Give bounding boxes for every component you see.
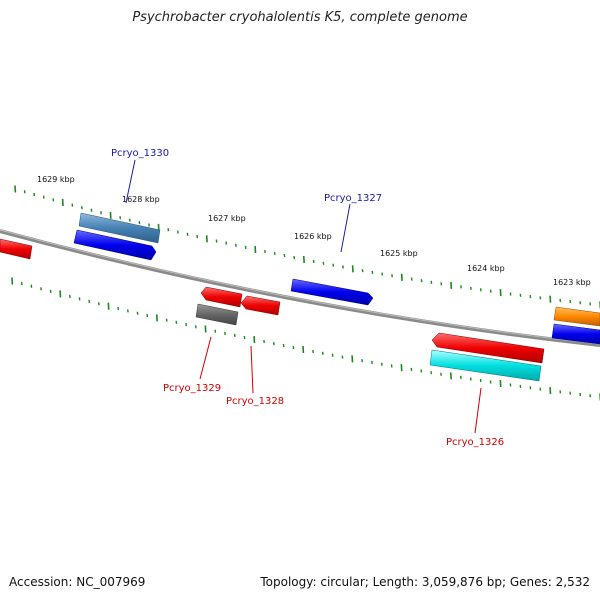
gene-pcryo-1327[interactable] [290, 278, 374, 306]
accession-text: Accession: NC_007969 [9, 575, 146, 589]
gene-feature-red-long[interactable] [431, 332, 545, 364]
gene-pcryo-1329[interactable] [195, 303, 239, 326]
gene-feature-orange[interactable] [553, 306, 600, 327]
gene-feature-blue-edge[interactable] [551, 323, 600, 345]
outer-scale-track [14, 185, 600, 309]
kbp-label: 1624 kbp [467, 264, 505, 273]
gene-pcryo-1329-partner[interactable] [200, 286, 243, 308]
genome-summary-text: Topology: circular; Length: 3,059,876 bp… [260, 575, 590, 589]
gene-label-pcryo-1327[interactable]: Pcryo_1327 [324, 193, 382, 204]
gene-pcryo-1326[interactable] [429, 349, 542, 382]
inner-scale-track [11, 277, 600, 401]
gene-feature-steel[interactable] [78, 212, 161, 244]
kbp-label: 1629 kbp [37, 175, 75, 184]
genome-backbone [0, 229, 600, 347]
kbp-label: 1623 kbp [553, 278, 591, 287]
gene-pcryo-1328[interactable] [240, 295, 281, 316]
kbp-label: 1626 kbp [294, 232, 332, 241]
gene-feature-red-edge[interactable] [0, 238, 33, 260]
kbp-label: 1628 kbp [122, 195, 160, 204]
gene-pcryo-1330[interactable] [73, 229, 157, 261]
kbp-label: 1627 kbp [208, 214, 246, 223]
kbp-label: 1625 kbp [380, 249, 418, 258]
gene-label-pcryo-1330[interactable]: Pcryo_1330 [111, 148, 169, 159]
gene-label-pcryo-1326[interactable]: Pcryo_1326 [446, 437, 504, 448]
map-title: Psychrobacter cryohalolentis K5, complet… [132, 10, 468, 25]
gene-label-pcryo-1329[interactable]: Pcryo_1329 [163, 383, 221, 394]
gene-label-pcryo-1328[interactable]: Pcryo_1328 [226, 396, 284, 407]
